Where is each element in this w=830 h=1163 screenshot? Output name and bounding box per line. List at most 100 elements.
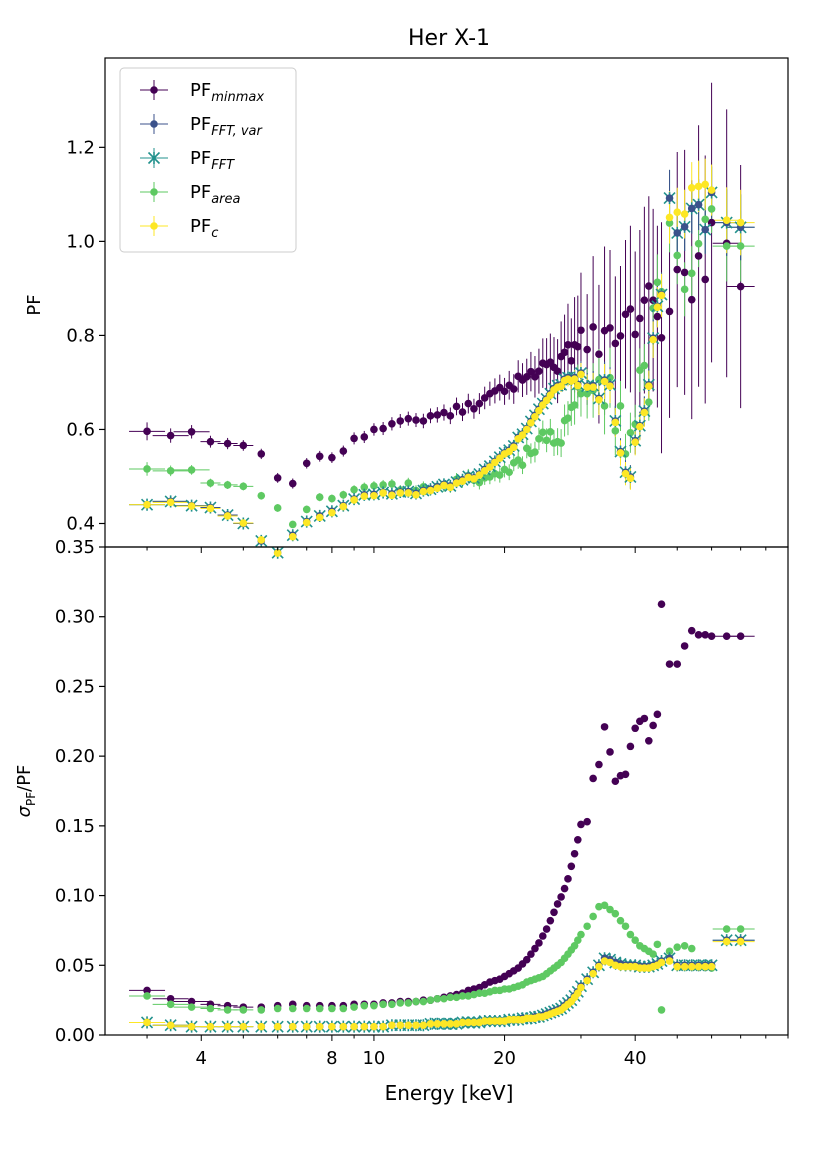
point-c <box>206 504 215 513</box>
legend-marker-c <box>150 222 158 230</box>
point-area <box>589 912 597 921</box>
point-minmax <box>649 296 657 304</box>
point-c <box>626 474 635 483</box>
point-c <box>239 1022 248 1031</box>
point-minmax <box>736 632 745 641</box>
point-area <box>626 428 635 437</box>
point-minmax <box>550 908 558 917</box>
legend-label-sub: c <box>211 226 218 241</box>
point-area <box>535 435 543 443</box>
point-area <box>143 992 151 1000</box>
point-c <box>606 382 614 390</box>
point-c <box>433 484 442 493</box>
point-area <box>531 448 539 456</box>
point-c <box>600 377 609 386</box>
point-c <box>707 186 716 194</box>
legend-marker-minmax <box>150 86 158 94</box>
point-minmax <box>206 437 215 446</box>
point-c <box>273 549 282 557</box>
point-area <box>631 936 639 944</box>
point-c <box>680 962 689 971</box>
point-area <box>606 905 614 914</box>
point-c <box>657 958 666 967</box>
point-area <box>288 1004 297 1013</box>
point-minmax <box>673 660 682 668</box>
point-c <box>302 518 311 527</box>
point-c <box>328 1022 336 1031</box>
point-c <box>446 1020 455 1028</box>
point-area <box>645 398 653 406</box>
point-minmax <box>687 295 696 304</box>
point-c <box>583 383 591 391</box>
y-tick-label: 0.25 <box>55 676 95 697</box>
point-area <box>680 941 689 950</box>
point-minmax <box>522 955 531 964</box>
legend-label-base: PF <box>190 148 211 169</box>
point-area <box>187 466 196 474</box>
point-area <box>143 465 151 473</box>
point-area <box>611 909 620 918</box>
point-minmax <box>223 439 232 448</box>
point-minmax <box>273 474 282 482</box>
point-c <box>673 962 682 971</box>
legend-label-sub: minmax <box>211 90 264 105</box>
point-c <box>396 489 405 497</box>
point-fftvar <box>694 200 703 209</box>
legend-marker-area <box>150 188 158 196</box>
point-minmax <box>626 742 635 751</box>
point-minmax <box>388 420 396 428</box>
point-c <box>665 957 674 965</box>
point-c <box>339 1022 348 1031</box>
x-tick-label: 40 <box>624 1048 647 1069</box>
point-c <box>694 182 703 191</box>
point-area <box>570 941 579 950</box>
point-c <box>475 471 484 479</box>
point-area <box>328 1004 336 1013</box>
point-c <box>736 218 745 227</box>
point-c <box>426 1020 435 1028</box>
point-area <box>505 468 514 477</box>
point-area <box>600 402 609 410</box>
point-area <box>611 427 620 435</box>
point-area <box>736 925 745 933</box>
point-area <box>577 389 585 398</box>
point-area <box>574 936 582 944</box>
point-area <box>388 1000 396 1009</box>
point-area <box>288 520 297 529</box>
point-minmax <box>600 723 609 731</box>
point-area <box>350 485 358 494</box>
point-minmax <box>379 424 387 433</box>
point-c <box>396 1021 405 1030</box>
legend-marker-fftvar <box>150 120 158 128</box>
point-area <box>360 483 369 492</box>
point-area <box>379 481 387 489</box>
point-area <box>419 997 428 1006</box>
point-c <box>223 512 232 520</box>
point-area <box>636 366 644 375</box>
point-area <box>600 901 609 910</box>
point-area <box>577 930 585 939</box>
point-minmax <box>339 447 348 455</box>
point-area <box>687 269 696 278</box>
point-c <box>707 962 716 971</box>
point-c <box>328 508 336 517</box>
point-c <box>350 496 358 504</box>
point-area <box>315 1004 324 1013</box>
point-area <box>446 993 455 1002</box>
legend-marker-fft <box>147 151 161 165</box>
point-c <box>315 1022 324 1031</box>
point-area <box>426 996 435 1004</box>
point-minmax <box>557 893 565 901</box>
point-c <box>631 438 639 446</box>
point-area <box>665 947 674 956</box>
legend-label-sub: area <box>211 192 240 207</box>
point-minmax <box>412 416 420 424</box>
point-minmax <box>577 820 585 829</box>
point-c <box>649 335 657 344</box>
point-c <box>458 477 467 485</box>
point-area <box>616 916 625 925</box>
point-area <box>640 361 649 370</box>
point-c <box>736 937 745 946</box>
point-c <box>687 183 696 192</box>
